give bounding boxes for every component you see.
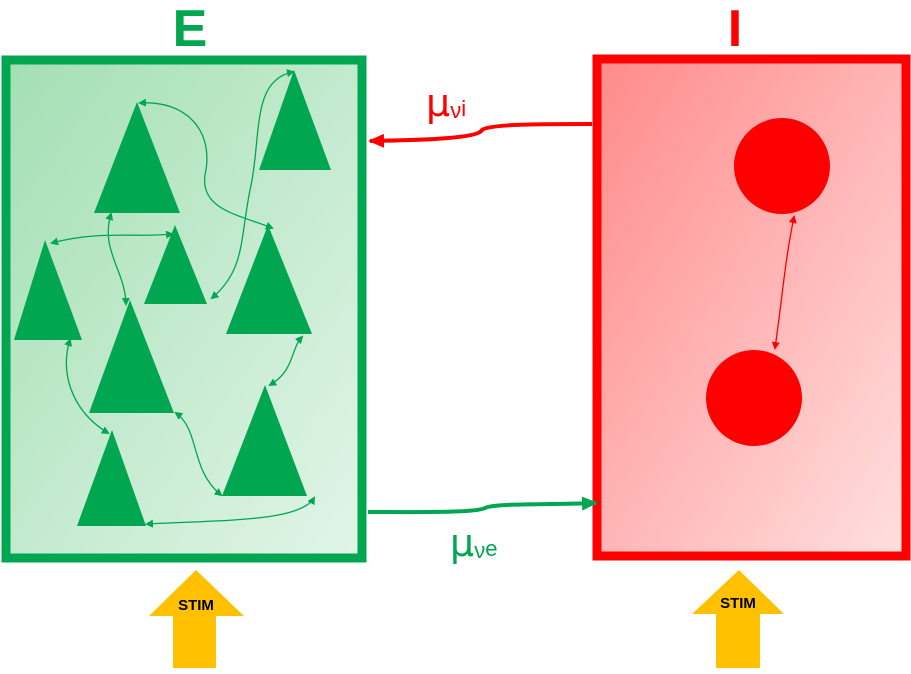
inhibitory-neurons (706, 118, 830, 446)
inhibitory-neuron (734, 118, 830, 214)
mu-nu-e-label: μνe (450, 521, 497, 565)
excitatory-neuron (222, 385, 307, 496)
excitatory-title: E (173, 0, 208, 58)
excitatory-neuron (144, 225, 207, 304)
excitatory-to-inhibitory-arrow (367, 496, 598, 515)
excitatory-stimulus: STIM (149, 570, 244, 668)
stimulus-arrow (692, 570, 784, 668)
excitatory-neuron (89, 300, 174, 413)
stimulus-arrow (149, 570, 244, 668)
inhibitory-recurrent-connection (771, 215, 797, 350)
inhibitory-neuron (706, 350, 802, 446)
stimulus-label: STIM (178, 597, 214, 614)
inhibitory-stimulus: STIM (692, 570, 784, 668)
recurrent-connection (105, 212, 130, 306)
inhibitory-title: I (728, 0, 742, 58)
excitatory-neuron (14, 240, 82, 340)
recurrent-connection (64, 338, 110, 435)
recurrent-connection (268, 335, 304, 387)
mu-nu-i-label: μνi (426, 81, 466, 125)
recurrent-connection (145, 496, 316, 528)
excitatory-neuron (77, 430, 146, 526)
recurrent-connection (174, 411, 223, 497)
recurrent-connection (210, 69, 295, 300)
stimulus-label: STIM (720, 595, 756, 612)
inhibitory-to-excitatory-arrow (368, 122, 593, 148)
excitatory-recurrent-connections (50, 69, 316, 528)
